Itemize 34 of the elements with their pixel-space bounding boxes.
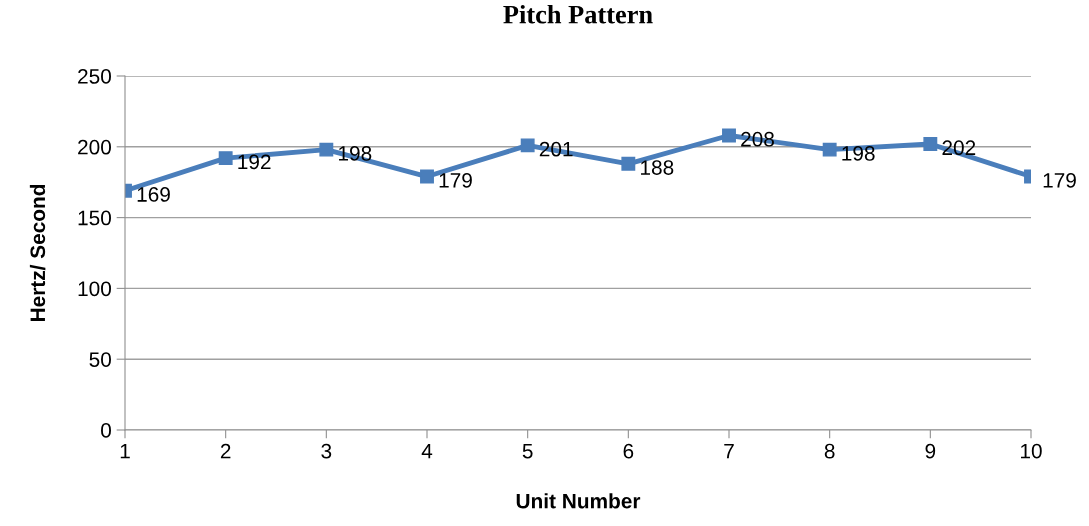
y-axis-title: Hertz/ Second <box>29 184 46 322</box>
point <box>520 138 535 153</box>
point <box>621 156 636 171</box>
y-tick-label: 0 <box>101 423 111 438</box>
x-tick-label: 9 <box>925 443 936 459</box>
data-label: 188 <box>641 160 674 175</box>
point <box>923 137 938 151</box>
x-tick-label: 7 <box>724 443 734 459</box>
x-tick-label: 10 <box>1021 443 1042 459</box>
x-tick-label: 1 <box>120 443 130 459</box>
data-label: 169 <box>137 187 170 202</box>
y-tick-label: 50 <box>89 352 111 367</box>
data-label: 202 <box>942 140 976 156</box>
data-label: 179 <box>439 172 472 188</box>
x-tick-label: 2 <box>220 443 231 459</box>
data-label: 192 <box>238 154 271 170</box>
x-tick-label: 4 <box>421 443 433 459</box>
y-tick-label: 200 <box>78 139 111 155</box>
point <box>319 142 334 157</box>
x-tick-label: 8 <box>824 443 835 459</box>
point <box>822 142 837 157</box>
y-tick-label: 250 <box>78 69 111 84</box>
data-label: 179 <box>1043 172 1076 188</box>
x-tick-label: 6 <box>623 443 634 459</box>
x-axis-title: Unit Number <box>516 493 641 509</box>
x-tick-label: 5 <box>522 443 533 459</box>
chart-title: Pitch Pattern <box>503 4 653 24</box>
y-tick-label: 150 <box>78 210 111 226</box>
point <box>722 128 736 143</box>
point <box>420 169 434 184</box>
y-tick-label: 100 <box>78 281 111 297</box>
point <box>218 151 233 166</box>
data-label: 198 <box>842 146 875 161</box>
x-tick-label: 3 <box>321 443 332 459</box>
